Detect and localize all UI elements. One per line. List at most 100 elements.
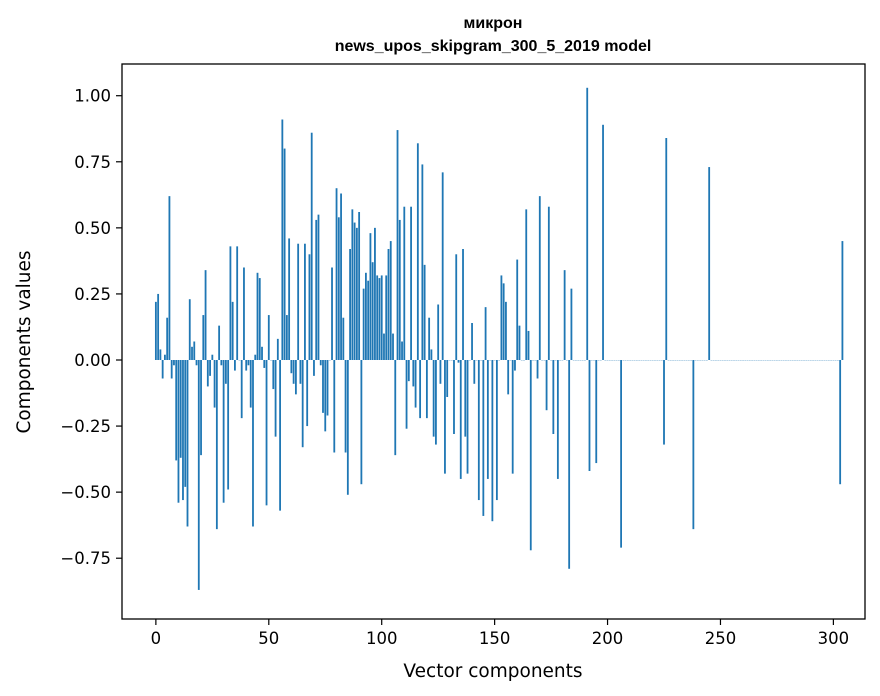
bar: [365, 272, 367, 360]
bar: [326, 360, 329, 416]
bar: [215, 360, 218, 530]
bar: [349, 249, 351, 360]
x-tick-label: 300: [818, 629, 850, 648]
bar: [234, 360, 236, 371]
bar: [340, 193, 342, 360]
bar: [308, 254, 311, 360]
bar: [518, 325, 521, 360]
bar: [222, 360, 225, 503]
bar: [405, 360, 408, 429]
bar: [425, 360, 428, 419]
y-tick-label: −0.25: [60, 417, 111, 436]
y-tick-label: −0.75: [60, 549, 111, 568]
bar: [841, 241, 844, 360]
bar: [556, 360, 559, 479]
bar: [371, 262, 374, 360]
bar: [335, 188, 338, 360]
y-axis-label: Components values: [14, 250, 35, 433]
bar: [708, 167, 711, 360]
bar: [435, 360, 437, 445]
bar: [317, 214, 320, 360]
bar: [247, 360, 250, 366]
bar: [484, 307, 487, 360]
bar: [182, 360, 184, 501]
bar: [505, 301, 507, 360]
bar: [274, 360, 277, 437]
bar: [324, 360, 327, 432]
bar: [665, 138, 668, 360]
y-tick-label: 0.25: [74, 285, 111, 304]
bar: [184, 360, 187, 487]
bar: [500, 275, 503, 360]
bar: [168, 196, 171, 360]
bar: [414, 360, 417, 408]
bar: [385, 275, 388, 360]
bar: [337, 217, 340, 360]
bar: [272, 360, 275, 390]
bar: [839, 360, 842, 485]
bar: [245, 360, 248, 371]
bar: [419, 360, 422, 419]
bar: [206, 360, 209, 387]
bar: [279, 360, 281, 511]
bar: [173, 360, 175, 366]
bar: [568, 360, 571, 569]
bar: [464, 360, 467, 437]
bar: [362, 288, 365, 360]
bar: [188, 299, 191, 360]
bar: [545, 360, 548, 411]
y-tick-label: 0.75: [74, 153, 111, 172]
bar: [243, 267, 245, 360]
bar: [267, 315, 270, 360]
bar: [249, 360, 252, 408]
bar: [457, 360, 460, 363]
bar: [403, 206, 406, 360]
bar: [161, 360, 164, 379]
bar: [491, 360, 494, 522]
bar: [252, 360, 254, 527]
x-tick-label: 100: [366, 629, 398, 648]
bar: [374, 227, 376, 360]
bar: [179, 360, 182, 458]
bar: [437, 304, 440, 360]
bar: [453, 360, 455, 434]
bar: [240, 360, 243, 419]
bar: [166, 317, 169, 360]
bar: [421, 164, 424, 360]
bar: [209, 360, 211, 376]
bar: [306, 360, 309, 427]
bar: [333, 360, 336, 453]
bar: [692, 360, 695, 530]
bar: [396, 130, 399, 360]
bar: [213, 360, 216, 408]
bar: [423, 264, 426, 360]
y-tick-label: 0.00: [74, 351, 111, 370]
bar: [186, 360, 189, 527]
x-tick-label: 200: [592, 629, 624, 648]
bar: [358, 212, 361, 360]
bar: [258, 278, 261, 360]
bar: [299, 360, 302, 384]
bar: [197, 360, 200, 590]
bar: [514, 360, 516, 371]
bar: [511, 360, 514, 474]
bar: [283, 148, 286, 360]
bar: [473, 360, 476, 384]
bar: [224, 360, 227, 384]
bar: [595, 360, 598, 464]
bar: [193, 341, 196, 360]
bar: [392, 333, 394, 360]
bar: [200, 360, 202, 456]
bar: [175, 360, 178, 461]
bar: [455, 254, 458, 360]
bar: [355, 227, 358, 360]
bar: [290, 360, 293, 374]
chart-title: микрон: [464, 15, 523, 32]
bar: [516, 259, 519, 360]
bar: [380, 275, 383, 360]
bar: [159, 349, 162, 360]
bar: [620, 360, 622, 548]
bar: [367, 280, 370, 360]
bar: [177, 360, 180, 503]
x-tick-label: 0: [151, 629, 162, 648]
